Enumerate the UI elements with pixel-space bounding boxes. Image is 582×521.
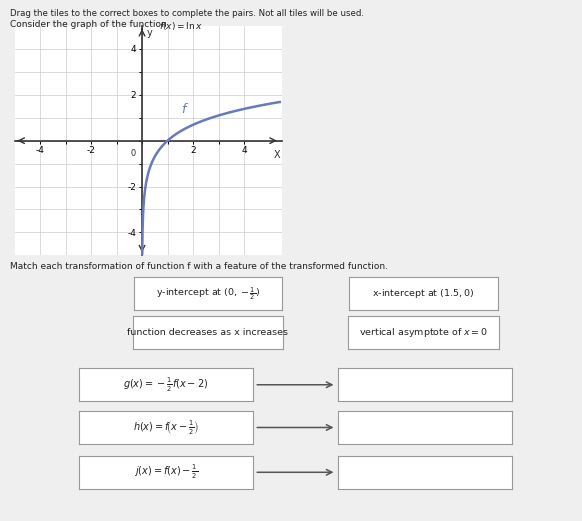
Text: function decreases as x increases: function decreases as x increases — [127, 328, 288, 337]
Text: $g(x) = -\frac{1}{2}f(x-2)$: $g(x) = -\frac{1}{2}f(x-2)$ — [123, 376, 208, 394]
Text: Match each transformation of function f with a feature of the transformed functi: Match each transformation of function f … — [10, 262, 388, 270]
Text: y-intercept at $(0,-\frac{1}{2})$: y-intercept at $(0,-\frac{1}{2})$ — [156, 285, 260, 302]
Text: x-intercept at $(1.5,0)$: x-intercept at $(1.5,0)$ — [372, 287, 474, 300]
Text: X: X — [274, 150, 281, 160]
Text: f: f — [182, 103, 186, 116]
Text: y: y — [147, 28, 152, 39]
Text: $j(x) = f(x) - \frac{1}{2}$: $j(x) = f(x) - \frac{1}{2}$ — [134, 463, 198, 481]
Text: Drag the tiles to the correct boxes to complete the pairs. Not all tiles will be: Drag the tiles to the correct boxes to c… — [10, 9, 364, 18]
Text: Consider the graph of the function: Consider the graph of the function — [10, 20, 170, 29]
Text: $f(x) = \ln x$: $f(x) = \ln x$ — [159, 20, 203, 32]
Text: vertical asymptote of $x = 0$: vertical asymptote of $x = 0$ — [359, 326, 488, 339]
Text: 0: 0 — [130, 148, 136, 158]
Text: $h(x) = f\!\left(x-\frac{1}{2}\right)$: $h(x) = f\!\left(x-\frac{1}{2}\right)$ — [133, 418, 199, 437]
